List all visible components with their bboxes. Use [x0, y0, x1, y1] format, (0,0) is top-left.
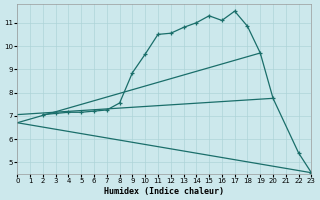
X-axis label: Humidex (Indice chaleur): Humidex (Indice chaleur) — [104, 187, 224, 196]
